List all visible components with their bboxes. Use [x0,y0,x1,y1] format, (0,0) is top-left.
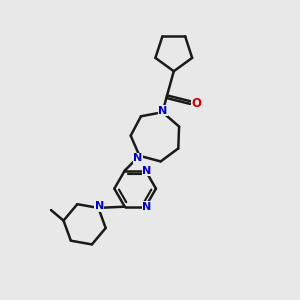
Text: N: N [142,166,152,176]
Text: N: N [94,201,104,212]
Text: N: N [134,153,142,163]
Text: O: O [192,98,202,110]
Text: N: N [142,202,152,212]
Text: N: N [158,106,168,116]
